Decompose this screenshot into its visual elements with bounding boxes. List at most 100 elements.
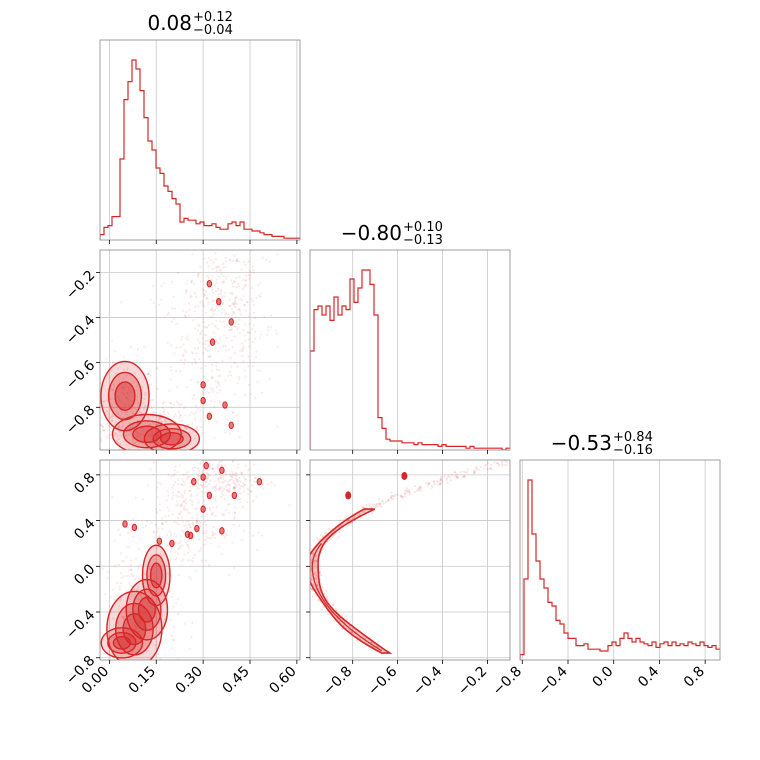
scatter-point — [273, 484, 276, 487]
param-2-lower-error: −0.16 — [613, 443, 653, 458]
scatter-point — [391, 494, 395, 498]
scatter-point — [215, 306, 218, 309]
scatter-point — [209, 399, 213, 403]
scatter-point — [158, 509, 162, 512]
scatter-point — [198, 358, 201, 361]
scatter-point — [247, 338, 250, 341]
scatter-point — [237, 285, 240, 288]
scatter-point — [167, 494, 170, 497]
scatter-point — [115, 435, 118, 438]
scatter-point — [439, 478, 442, 481]
scatter-point — [200, 484, 203, 487]
scatter-point — [157, 423, 160, 426]
scatter-point — [156, 486, 159, 489]
scatter-point — [377, 497, 381, 501]
scatter-point — [311, 595, 315, 598]
scatter-point — [151, 660, 153, 662]
scatter-point — [227, 374, 230, 377]
scatter-point — [316, 580, 319, 583]
scatter-point — [211, 267, 215, 271]
scatter-point — [203, 530, 206, 533]
scatter-point — [150, 521, 153, 525]
scatter-point — [204, 311, 208, 314]
scatter-point — [324, 537, 327, 540]
scatter-point — [501, 461, 504, 464]
scatter-point — [178, 411, 181, 415]
scatter-point — [237, 463, 240, 466]
scatter-point — [204, 290, 208, 293]
scatter-point — [130, 594, 133, 598]
scatter-point — [230, 279, 233, 282]
scatter-point — [208, 466, 212, 469]
scatter-point — [198, 487, 201, 490]
scatter-point — [401, 496, 404, 499]
scatter-point — [184, 541, 187, 544]
scatter-point — [316, 583, 320, 587]
scatter-point — [156, 435, 160, 438]
scatter-point — [227, 483, 231, 486]
scatter-point — [125, 444, 128, 447]
scatter-point — [170, 534, 173, 537]
scatter-point — [170, 406, 173, 409]
scatter-point — [222, 274, 226, 278]
scatter-point — [142, 401, 145, 405]
scatter-point — [210, 376, 214, 379]
scatter-point — [234, 246, 236, 248]
scatter-point — [239, 313, 242, 316]
scatter-point — [141, 526, 145, 529]
scatter-point — [128, 545, 131, 548]
scatter-point — [475, 469, 478, 472]
scatter-point — [221, 281, 224, 284]
scatter-point — [337, 536, 340, 539]
scatter-point — [370, 512, 373, 515]
scatter-point — [117, 528, 120, 531]
scatter-point — [100, 437, 102, 440]
scatter-point — [427, 482, 430, 485]
scatter-point — [154, 523, 157, 526]
scatter-point — [201, 532, 204, 535]
scatter-point — [211, 376, 214, 379]
scatter-point — [176, 385, 179, 388]
scatter-point — [131, 517, 135, 521]
scatter-point — [231, 473, 234, 476]
scatter-point — [148, 435, 152, 438]
scatter-point — [171, 486, 174, 489]
scatter-point — [119, 384, 122, 387]
scatter-point — [417, 488, 420, 491]
scatter-point — [176, 516, 179, 520]
scatter-point — [239, 480, 242, 483]
scatter-point — [261, 478, 265, 481]
scatter-point — [215, 281, 218, 285]
scatter-point — [120, 426, 123, 429]
scatter-point — [207, 355, 210, 359]
scatter-point — [229, 472, 232, 475]
scatter-point — [248, 277, 251, 280]
scatter-point — [210, 466, 214, 470]
scatter-point — [172, 494, 175, 498]
scatter-point — [170, 320, 173, 323]
scatter-point — [161, 663, 163, 665]
scatter-point — [240, 268, 243, 272]
scatter-point — [102, 400, 105, 403]
scatter-point — [237, 375, 241, 378]
scatter-point — [449, 479, 452, 482]
scatter-point — [172, 625, 176, 628]
scatter-point — [234, 321, 238, 324]
scatter-point — [177, 573, 180, 577]
scatter-point — [443, 475, 446, 478]
scatter-point — [315, 560, 318, 563]
scatter-point — [139, 629, 142, 632]
scatter-point — [134, 496, 137, 499]
scatter-point — [117, 438, 120, 441]
histogram-param-0 — [100, 59, 300, 240]
scatter-point — [175, 322, 178, 325]
scatter-point — [252, 271, 256, 274]
scatter-point — [178, 436, 181, 439]
scatter-point — [318, 570, 321, 574]
scatter-point — [221, 345, 224, 348]
scatter-point — [202, 288, 205, 292]
scatter-point — [219, 305, 222, 308]
scatter-point — [259, 333, 262, 336]
scatter-point — [197, 467, 200, 470]
scatter-point — [133, 604, 136, 608]
